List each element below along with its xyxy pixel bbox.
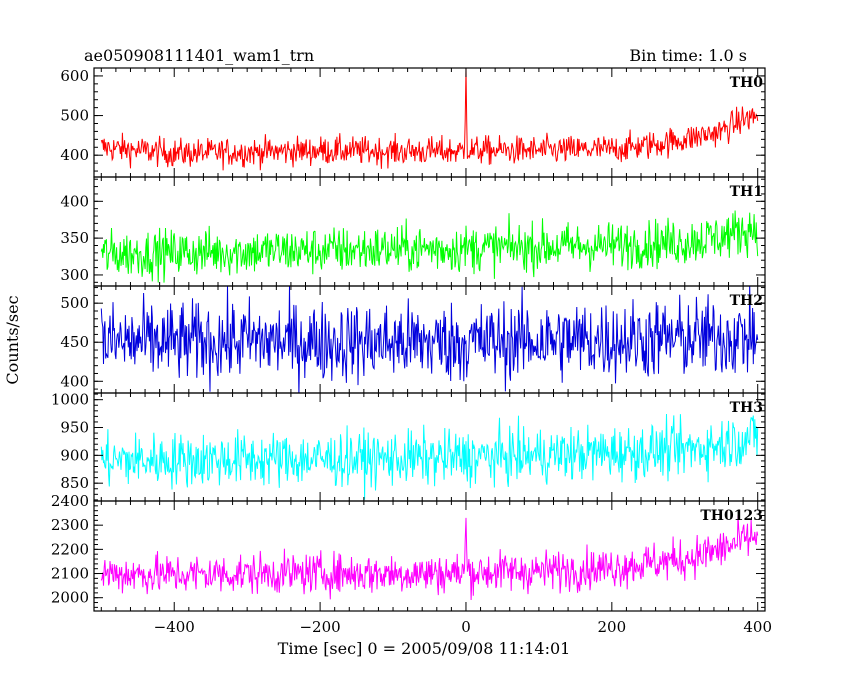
y-tick-label: 500 — [60, 107, 89, 125]
x-tick-label: −200 — [299, 618, 340, 636]
x-tick-label: 400 — [743, 618, 772, 636]
y-tick-label: 2400 — [51, 492, 89, 510]
y-axis-label: Counts/sec — [3, 295, 22, 384]
y-tick-label: 300 — [60, 266, 89, 284]
y-tick-label: 950 — [60, 419, 89, 437]
y-tick-label: 900 — [60, 446, 89, 464]
panel-th3: 850 900 950 1000 TH3 — [51, 391, 766, 502]
y-tick-label: 2100 — [51, 565, 89, 583]
x-tick-label: 200 — [598, 618, 627, 636]
series-line-th2 — [100, 286, 759, 393]
panel-th0: 400 500 600 TH0 — [60, 67, 766, 178]
y-tick-label: 2300 — [51, 516, 89, 534]
y-tick-label: 350 — [60, 229, 89, 247]
y-tick-label: 400 — [60, 192, 89, 210]
chart-title-right: Bin time: 1.0 s — [629, 46, 747, 65]
series-line-th0123 — [100, 515, 759, 601]
panels-group: 400 500 600 TH0 300 350 400 TH1 400 450 500 TH2 850 9… — [51, 67, 772, 636]
chart-title-left: ae050908111401_wam1_trn — [84, 46, 314, 65]
panel-label-th1: TH1 — [730, 184, 763, 200]
panel-label-th0: TH0 — [730, 75, 764, 91]
series-line-th3 — [100, 413, 759, 500]
y-tick-label: 600 — [60, 67, 89, 85]
y-tick-label: 2200 — [51, 540, 89, 558]
panel-label-th3: TH3 — [730, 400, 763, 416]
y-tick-label: 2000 — [51, 589, 89, 607]
x-tick-label: 0 — [461, 618, 471, 636]
panel-th1: 300 350 400 TH1 — [60, 176, 766, 287]
panel-label-th0123: TH0123 — [700, 508, 763, 524]
series-line-th1 — [100, 210, 759, 283]
panel-th2: 400 450 500 TH2 — [60, 285, 766, 394]
y-tick-label: 850 — [60, 474, 89, 492]
y-tick-label: 500 — [60, 294, 89, 312]
panel-th0123: 2000 2100 2200 2300 2400 TH0123 — [51, 492, 766, 612]
x-tick-label: −400 — [154, 618, 195, 636]
series-line-th0 — [100, 68, 759, 171]
panel-frame — [93, 67, 766, 178]
y-tick-label: 1000 — [51, 391, 89, 409]
y-tick-label: 400 — [60, 372, 89, 390]
y-tick-label: 400 — [60, 146, 89, 164]
y-tick-label: 450 — [60, 333, 89, 351]
panel-frame — [93, 500, 766, 612]
panel-label-th2: TH2 — [730, 293, 763, 309]
x-axis-label: Time [sec] 0 = 2005/09/08 11:14:01 — [278, 639, 571, 658]
